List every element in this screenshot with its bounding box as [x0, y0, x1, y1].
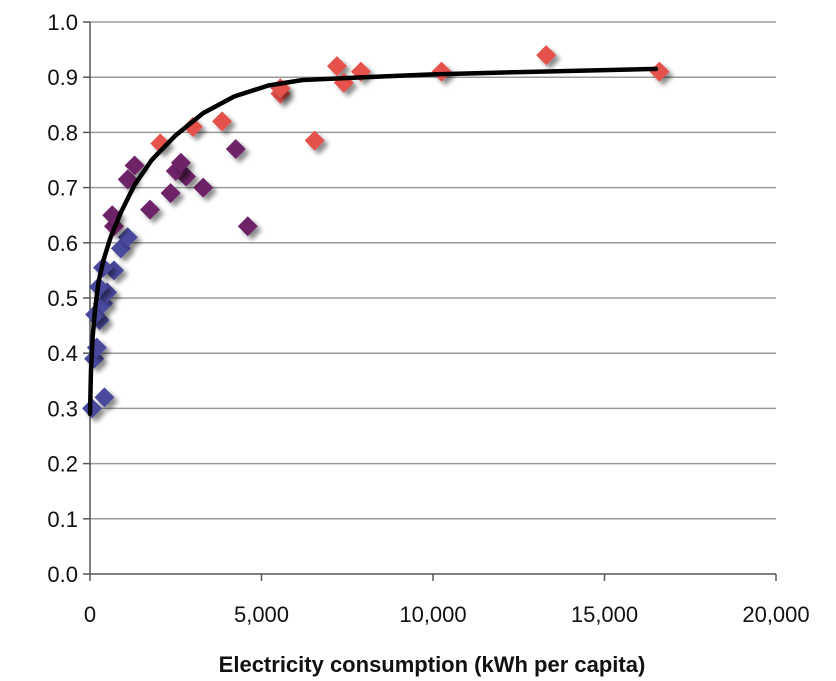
- data-point-diamond: [160, 183, 181, 204]
- axes: [83, 21, 777, 581]
- y-tick-label: 0.1: [47, 507, 78, 532]
- y-tick-label: 0.2: [47, 452, 78, 477]
- gridlines: [90, 21, 776, 520]
- data-point-diamond: [237, 216, 258, 237]
- data-point-diamond: [94, 387, 115, 408]
- data-point-diamond: [170, 152, 191, 173]
- y-tick-label: 0.8: [47, 120, 78, 145]
- data-point-diamond: [182, 116, 203, 137]
- data-point-diamond: [117, 227, 138, 248]
- data-point-diamond: [649, 61, 670, 82]
- y-tick-label: 0.6: [47, 231, 78, 256]
- x-tick-label: 5,000: [234, 602, 289, 627]
- data-point-diamond: [124, 155, 145, 176]
- y-tick-label: 0.9: [47, 65, 78, 90]
- x-tick-label: 15,000: [571, 602, 638, 627]
- y-tick-label: 0.7: [47, 176, 78, 201]
- data-point-diamond: [304, 130, 325, 151]
- data-point-diamond: [326, 56, 347, 77]
- trendline-layer: [87, 66, 659, 417]
- data-point-diamond: [431, 61, 452, 82]
- y-tick-label: 0.3: [47, 396, 78, 421]
- data-point-diamond: [193, 177, 214, 198]
- trendline: [87, 66, 659, 417]
- y-tick-label: 0.5: [47, 286, 78, 311]
- y-tick-label: 1.0: [47, 10, 78, 35]
- x-tick-label: 20,000: [742, 602, 809, 627]
- x-axis-title: Electricity consumption (kWh per capita): [219, 652, 646, 677]
- data-point-diamond: [536, 45, 557, 66]
- x-tick-label: 0: [84, 602, 96, 627]
- data-points: [82, 45, 670, 419]
- x-tick-label: 10,000: [399, 602, 466, 627]
- y-tick-label: 0.4: [47, 341, 78, 366]
- data-point-diamond: [212, 111, 233, 132]
- y-tick-label: 0.0: [47, 562, 78, 587]
- tick-labels: 0.0 0.1 0.2 0.3 0.4 0.5 0.6 0.7 0.8 0.9 1.0 0 5,000 1…: [47, 10, 809, 627]
- data-point-diamond: [225, 138, 246, 159]
- data-point-diamond: [140, 199, 161, 220]
